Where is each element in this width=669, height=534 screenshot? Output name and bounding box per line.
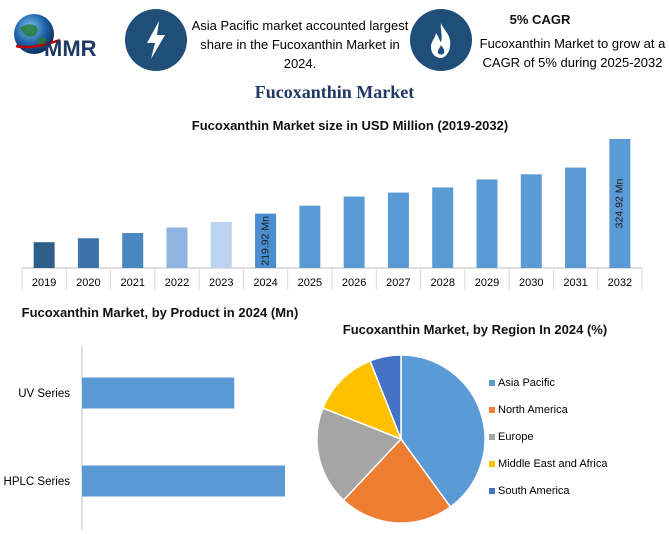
x-tick-2021: 2021 (120, 277, 144, 289)
bar-2029 (476, 179, 498, 268)
data-label-2032: 324.92 Mn (614, 179, 626, 229)
x-tick-2019: 2019 (32, 277, 56, 289)
mmr-logo: MMR (10, 10, 120, 62)
insight-cagr: Fucoxanthin Market to grow at a CAGR of … (479, 36, 666, 70)
slice-north-america (342, 437, 452, 524)
x-tick-2031: 2031 (563, 277, 587, 289)
bar-chart-title: Fucoxanthin Market size in USD Million (… (191, 118, 509, 133)
flame-icon (431, 23, 451, 58)
legend-label-asia-pacific: Asia Pacific (498, 377, 555, 389)
x-tick-2022: 2022 (165, 277, 189, 289)
bar-2028 (432, 187, 454, 268)
legend-swatch-asia-pacific (489, 380, 495, 386)
bar-2024 (255, 213, 277, 268)
legend-swatch-north-america (489, 407, 495, 413)
x-tick-2023: 2023 (209, 277, 233, 289)
bar-2026 (343, 196, 365, 268)
bar-2019 (33, 242, 55, 268)
logo-text: MMR (44, 36, 97, 61)
page-title: Fucoxanthin Market (254, 82, 415, 102)
x-tick-2020: 2020 (76, 277, 100, 289)
bar-2020 (77, 238, 99, 268)
x-tick-2029: 2029 (475, 277, 499, 289)
bar-2030 (520, 174, 542, 268)
cagr-title: 5% CAGR (509, 12, 571, 27)
bar-2032 (609, 138, 631, 268)
x-tick-2028: 2028 (430, 277, 454, 289)
bar-2023 (210, 221, 232, 268)
x-tick-2030: 2030 (519, 277, 543, 289)
legend-swatch-europe (489, 434, 495, 440)
legend-label-europe: Europe (498, 431, 533, 443)
legend-swatch-south-america (489, 488, 495, 494)
product-chart-title: Fucoxanthin Market, by Product in 2024 (… (21, 305, 299, 320)
x-tick-2025: 2025 (298, 277, 322, 289)
lightning-bolt-icon (147, 21, 165, 59)
region-chart-title: Fucoxanthin Market, by Region In 2024 (%… (342, 322, 608, 337)
legend-label-middle-east-and-africa: Middle East and Africa (498, 458, 608, 470)
y-tick-uv-series: UV Series (18, 388, 70, 400)
bar-uv-series (82, 377, 235, 409)
bar-hplc-series (82, 465, 285, 497)
x-tick-2024: 2024 (253, 277, 277, 289)
legend-swatch-middle-east-and-africa (489, 461, 495, 467)
legend-label-north-america: North America (498, 404, 569, 416)
bar-2027 (387, 192, 409, 268)
insight-asia-pacific: Asia Pacific market accounted largest sh… (191, 18, 409, 71)
x-tick-2027: 2027 (386, 277, 410, 289)
slice-south-america (369, 354, 402, 440)
slice-asia-pacific (400, 354, 486, 509)
slice-middle-east-and-africa (321, 359, 403, 441)
bar-2025 (299, 205, 321, 268)
legend-label-south-america: South America (498, 485, 570, 497)
bar-2021 (122, 233, 144, 268)
bolt-badge (125, 9, 187, 71)
data-label-2024: 219.92 Mn (259, 216, 271, 266)
bar-2022 (166, 227, 188, 268)
flame-badge (410, 9, 472, 71)
x-tick-2032: 2032 (608, 277, 632, 289)
y-tick-hplc-series: HPLC Series (4, 476, 71, 488)
bar-2031 (565, 167, 587, 268)
x-tick-2026: 2026 (342, 277, 366, 289)
